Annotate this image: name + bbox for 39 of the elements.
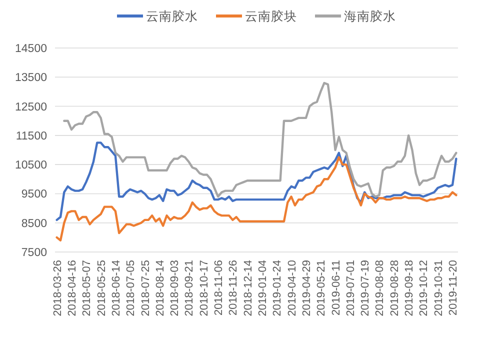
- y-tick-label: 10500: [15, 160, 47, 172]
- x-tick-label: 2018-09-21: [184, 260, 196, 316]
- x-tick-label: 2019-10-31: [432, 260, 445, 316]
- x-tick-label: 2018-11-06: [213, 260, 226, 316]
- x-tick-label: 2019-07-01: [344, 260, 357, 316]
- x-tick-label: 2018-05-07: [81, 260, 94, 316]
- legend-label: 云南胶水: [146, 10, 198, 24]
- x-tick-label: 2019-11-20: [448, 260, 460, 316]
- y-tick-label: 14500: [15, 43, 47, 55]
- y-tick-label: 8500: [21, 218, 47, 230]
- x-tick-label: 2019-06-11: [330, 260, 342, 316]
- x-tick-label: 2018-07-05: [125, 260, 138, 316]
- x-tick-label: 2018-04-16: [66, 260, 78, 316]
- x-tick-label: 2019-05-21: [316, 260, 328, 316]
- x-tick-label: 2018-09-03: [169, 260, 182, 316]
- x-tick-label: 2018-08-14: [154, 260, 166, 316]
- y-tick-label: 9500: [21, 188, 47, 201]
- x-tick-label: 2019-01-04: [256, 260, 269, 316]
- x-tick-label: 2018-11-26: [228, 260, 240, 316]
- y-tick-label: 7500: [21, 247, 47, 259]
- x-tick-label: 2019-08-08: [374, 260, 386, 316]
- legend-label: 云南胶块: [245, 10, 297, 24]
- x-tick-label: 2018-06-14: [110, 260, 122, 316]
- x-tick-label: 2018-05-25: [96, 260, 108, 316]
- x-tick-label: 2019-08-28: [388, 260, 401, 316]
- x-tick-label: 2018-12-14: [242, 260, 254, 316]
- y-tick-label: 12500: [15, 101, 47, 114]
- x-tick-label: 2019-04-10: [286, 260, 298, 316]
- legend-label: 海南胶水: [344, 10, 396, 24]
- x-tick-label: 2019-01-24: [272, 260, 284, 316]
- x-tick-label: 2019-04-29: [300, 260, 313, 316]
- x-tick-label: 2018-03-26: [52, 260, 64, 316]
- x-tick-label: 2019-10-12: [418, 260, 430, 316]
- y-tick-label: 13500: [15, 72, 47, 84]
- x-tick-label: 2019-07-19: [360, 260, 372, 316]
- x-tick-label: 2019-09-18: [404, 260, 416, 316]
- y-tick-label: 11500: [16, 130, 47, 142]
- x-tick-label: 2018-10-17: [198, 260, 210, 316]
- x-tick-label: 2018-07-25: [140, 260, 152, 316]
